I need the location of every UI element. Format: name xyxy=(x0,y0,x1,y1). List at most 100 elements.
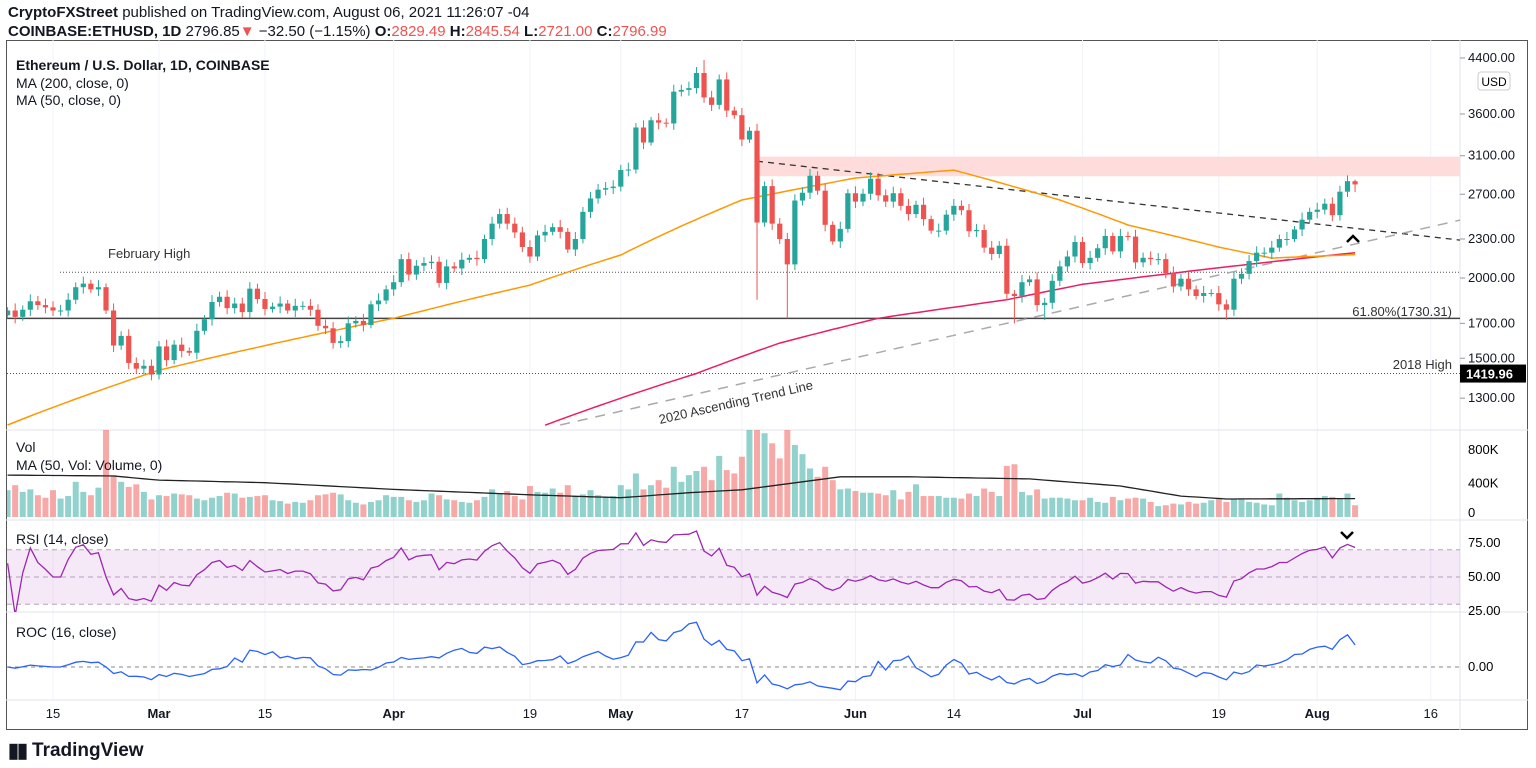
volume-bar xyxy=(822,466,829,517)
roc-pane xyxy=(7,621,1356,691)
candle-body xyxy=(693,72,700,89)
candle xyxy=(277,296,283,314)
candle xyxy=(406,252,412,281)
candle xyxy=(459,252,465,275)
candle xyxy=(686,81,692,96)
volume-bar xyxy=(1170,503,1177,517)
volume-bar xyxy=(269,500,276,517)
candle-body xyxy=(489,223,495,239)
volume-bar xyxy=(829,480,836,517)
volume-bar xyxy=(875,493,882,517)
candle-body xyxy=(777,223,783,239)
candle-body xyxy=(973,230,980,232)
candle xyxy=(262,292,268,316)
volume-bar xyxy=(307,500,314,517)
candle-body xyxy=(822,190,828,225)
candle xyxy=(428,255,435,269)
volume-bar xyxy=(1329,496,1336,517)
volume-bar xyxy=(511,496,518,517)
volume-ma-line xyxy=(7,474,1356,500)
volume-bar xyxy=(1147,501,1154,517)
candle xyxy=(1049,274,1055,309)
candle xyxy=(625,162,631,177)
candle-body xyxy=(542,231,548,236)
candle-body xyxy=(254,288,261,299)
candle-body xyxy=(110,310,117,346)
volume-bar xyxy=(216,496,223,517)
x-tick-label: Jun xyxy=(844,706,867,721)
volume-bar xyxy=(890,490,897,517)
candle xyxy=(1011,290,1018,324)
volume-bar xyxy=(860,492,867,517)
candle-body xyxy=(73,287,79,300)
candle xyxy=(1223,299,1229,320)
volume-bar xyxy=(897,499,904,517)
legend-ma200[interactable]: MA (200, close, 0) xyxy=(16,75,129,91)
candle xyxy=(852,186,859,208)
tradingview-logo[interactable]: ▮▮ TradingView xyxy=(8,738,144,763)
close-value: 2796.99 xyxy=(612,23,667,40)
volume-bar xyxy=(80,491,87,517)
candle-body xyxy=(330,328,336,343)
volume-bar xyxy=(1155,506,1162,517)
candle-body xyxy=(867,178,874,194)
candle-body xyxy=(428,261,435,264)
candle xyxy=(1163,253,1169,279)
volume-bar xyxy=(769,443,776,517)
volume-bar xyxy=(928,496,935,517)
volume-bar xyxy=(110,475,117,517)
candle-body xyxy=(201,319,208,331)
candle-body xyxy=(1246,261,1252,274)
candle-body xyxy=(451,266,457,269)
roc-line xyxy=(7,621,1356,691)
candle xyxy=(784,232,790,319)
candle-body xyxy=(1299,219,1305,230)
legend-roc[interactable]: ROC (16, close) xyxy=(16,624,117,640)
candle xyxy=(678,84,684,97)
volume-bar xyxy=(27,489,34,517)
volume-bar xyxy=(133,484,140,517)
volume-bar xyxy=(648,485,655,517)
candle-body xyxy=(368,304,374,325)
candle-body xyxy=(1208,293,1214,295)
volume-bar xyxy=(784,430,791,517)
candle xyxy=(1185,271,1192,296)
candle-body xyxy=(186,350,192,353)
candle xyxy=(1026,275,1033,286)
high-value: 2845.54 xyxy=(465,23,520,40)
chevron-down-icon xyxy=(1340,531,1354,540)
candle xyxy=(1148,251,1154,265)
candle-body xyxy=(1072,242,1078,257)
publish-text: published on TradingView.com, August 06,… xyxy=(118,4,530,21)
candle xyxy=(943,210,949,235)
candle xyxy=(822,183,828,232)
volume-bar xyxy=(57,498,64,517)
volume-bar xyxy=(716,455,723,517)
candle-body xyxy=(466,257,472,260)
candle-body xyxy=(1132,236,1139,263)
candle-body xyxy=(1163,259,1169,274)
volume-bar xyxy=(965,493,972,517)
candle-body xyxy=(928,219,934,231)
candle-body xyxy=(383,289,389,301)
currency-button[interactable]: USD xyxy=(1477,71,1511,91)
volume-bar xyxy=(390,496,397,517)
volume-bar xyxy=(489,489,496,517)
candle xyxy=(239,297,245,318)
publish-info: CryptoFXStreet published on TradingView.… xyxy=(8,4,529,21)
candle-body xyxy=(1352,181,1358,185)
volume-bar xyxy=(791,444,798,517)
candle xyxy=(913,200,919,218)
volume-bar xyxy=(481,496,488,517)
legend-rsi[interactable]: RSI (14, close) xyxy=(16,531,109,547)
legend-ma50[interactable]: MA (50, close, 0) xyxy=(16,92,122,108)
legend-vol-ma[interactable]: MA (50, Vol: Volume, 0) xyxy=(16,457,163,473)
candle xyxy=(1337,185,1343,221)
volume-bar xyxy=(579,494,586,517)
descending-trend-line xyxy=(756,160,1460,241)
candle-body xyxy=(163,346,170,361)
legend-vol[interactable]: Vol xyxy=(16,439,36,455)
candle xyxy=(1284,231,1290,246)
candle-body xyxy=(421,263,427,266)
